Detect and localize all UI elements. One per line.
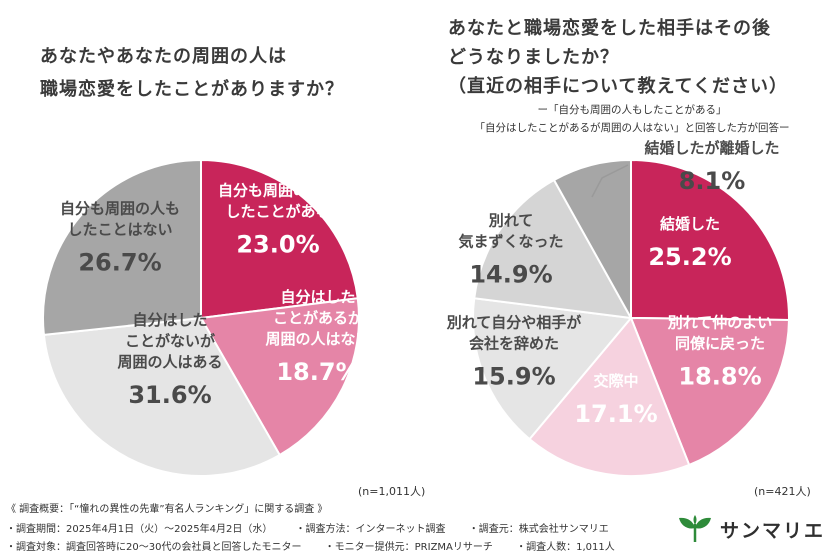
right-slice-label-3: 交際中 17.1% [574,372,657,428]
pie-charts: 自分も周囲の人もしたことがある23.0%自分はしたことがあるが周囲の人はない18… [42,139,791,477]
left-slice-label-2: 自分はしたことがあるが周囲の人はない 18.7% [265,288,370,386]
right-chart-note: ー「自分も周囲の人もしたことがある」 「自分はしたことがあるが周囲の人はない」と… [446,101,818,137]
right-slice-label-6: 結婚したが離婚した 8.1% [644,139,779,195]
right-slice-4-value: 15.9% [472,363,555,391]
right-sample-size: (n=421人) [754,485,811,498]
left-slice-3-value: 31.6% [128,381,211,409]
right-slice-6-label-line-1: 結婚したが離婚した [644,139,779,157]
survey-overview: 《 調査概要：「“憧れの異性の先輩”有名人ランキング」に関する調査 》 [6,504,328,515]
leaf-logo-icon [679,515,711,543]
right-pie-slice-5 [473,178,633,320]
logo-text: サンマリエ [720,519,826,542]
left-slice-1-label-line-2: したことがある [225,203,330,221]
right-slice-1-label-line-1: 結婚した [660,215,720,233]
left-slice-3-label-line-3: 周囲の人はある [117,353,222,371]
left-slice-1-label-line-1: 自分も周囲の人も [218,182,338,200]
right-pie-slice-6 [552,158,632,322]
left-slice-2-label-line-1: 自分はした [280,288,355,306]
left-slice-2-value: 18.7% [276,358,359,386]
right-title-line-3: （直近の相手について教えてください） [448,76,789,97]
right-slice-4-label-line-1: 別れて自分や相手が [446,314,583,332]
right-pie-slice-4 [472,297,633,441]
right-slice-4-label-line-2: 会社を辞めた [469,335,559,353]
left-slice-2-label-line-2: ことがあるが [273,309,364,327]
right-slice-1-value: 25.2% [648,243,731,271]
survey-target: ・調査対象：調査回答時に20〜30代の会社員と回答したモニター [6,542,302,553]
right-pie-slice-1 [630,158,790,321]
right-title-line-2: どうなりましたか？ [448,47,619,68]
survey-period: ・調査期間：2025年4月1日（火）〜2025年4月2日（水） [6,524,273,535]
survey-provider: ・モニター提供元：PRIZMAリサーチ [324,542,493,553]
right-slice-label-1: 結婚した 25.2% [648,215,731,271]
left-title-line-1: あなたやあなたの周囲の人は [40,46,287,67]
right-pie-slice-3 [528,316,691,477]
left-slice-2-label-line-3: 周囲の人はない [265,330,370,348]
right-note-line-2: 「自分はしたことがあるが周囲の人はない」と回答した方が回答ー [474,122,790,134]
left-slice-4-value: 26.7% [78,249,161,277]
survey-details-row-1: ・調査期間：2025年4月1日（火）〜2025年4月2日（水） ・調査方法：イン… [6,520,629,535]
left-pie-slice-1 [200,158,359,320]
left-slice-label-1: 自分も周囲の人もしたことがある 23.0% [218,182,338,259]
right-slice-5-label-line-2: 気まずくなった [458,233,563,251]
survey-details-row-2: ・調査対象：調査回答時に20〜30代の会社員と回答したモニター ・モニター提供元… [6,538,635,553]
left-slice-3-label-line-2: ことがないが [125,332,216,350]
left-pie-slice-4 [42,158,202,336]
survey-count: ・調査人数：1,011人 [516,542,615,553]
left-chart-title: あなたやあなたの周囲の人は 職場恋愛をしたことがありますか？ [40,40,344,106]
right-slice-6-leader-line [591,164,629,198]
right-slice-3-label-line-1: 交際中 [593,372,638,390]
right-note-line-1: ー「自分も周囲の人もしたことがある」 [537,104,727,116]
left-slice-1-value: 23.0% [236,231,319,259]
right-slice-2-label-line-1: 別れて仲のよい [667,314,773,332]
left-pie-slice-3 [42,316,282,477]
right-slice-6-value: 8.1% [679,167,746,195]
right-slice-2-label-line-2: 同僚に戻った [675,335,765,353]
left-title-line-2: 職場恋愛をしたことがありますか？ [40,79,344,100]
right-slice-5-value: 14.9% [469,261,552,289]
left-sample-size: (n=1,011人) [358,485,426,498]
sanmarie-logo: サンマリエ [676,514,825,544]
right-pie-slice-2 [629,316,791,467]
right-title-line-1: あなたと職場恋愛をした相手はその後 [448,18,771,39]
left-slice-4-label-line-2: したことはない [67,221,172,239]
right-chart-title: あなたと職場恋愛をした相手はその後 どうなりましたか？ （直近の相手について教え… [448,14,788,101]
right-slice-2-value: 18.8% [678,363,761,391]
left-slice-3-label-line-1: 自分はした [132,311,207,329]
left-pie-slice-2 [199,297,360,457]
left-slice-4-label-line-1: 自分も周囲の人も [60,200,180,218]
right-slice-3-value: 17.1% [574,400,657,428]
survey-source: ・調査元：株式会社サンマリエ [468,524,609,535]
right-slice-5-label-line-1: 別れて [488,212,534,230]
survey-method: ・調査方法：インターネット調査 [295,524,446,535]
